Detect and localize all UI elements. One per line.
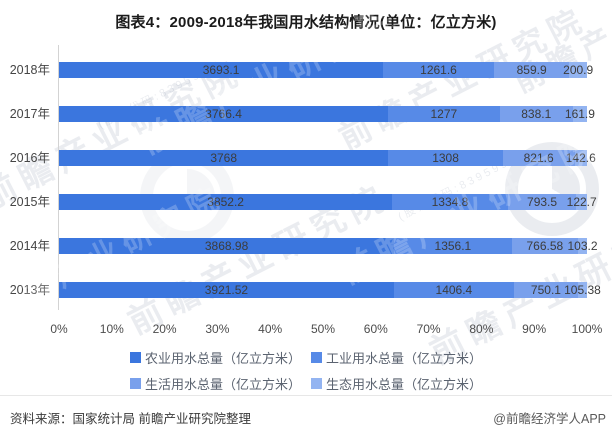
bar-value-label: 1308 [432, 151, 459, 165]
bar-value-label: 1334.8 [431, 195, 469, 209]
bar-segment: 838.1 [499, 106, 573, 122]
bar-segment: 105.38 [564, 282, 601, 298]
legend-item: 工业用水总量（亿立方米） [311, 348, 482, 367]
bar-value-label: 122.7 [566, 195, 597, 209]
bar-row-2014年: 3868.98 1356.1 766.58 103.2 [59, 238, 598, 254]
legend-label: 生活用水总量（亿立方米） [144, 376, 301, 392]
bar-value-label: 3693.1 [202, 63, 240, 77]
bar-segment: 1261.6 [383, 62, 494, 78]
legend-label: 农业用水总量（亿立方米） [144, 350, 301, 366]
bar-segment: 859.9 [493, 62, 570, 78]
bar-segment: 200.9 [563, 62, 593, 78]
bar-row-2017年: 3766.4 1277 838.1 161.9 [59, 106, 595, 122]
bar-segment: 766.58 [511, 238, 579, 254]
legend-swatch-icon [129, 351, 141, 363]
bar-segment: 161.9 [565, 106, 595, 122]
legend: 农业用水总量（亿立方米） 工业用水总量（亿立方米） 生活用水总量（亿立方米） 生态用… [0, 344, 612, 396]
x-axis-tick: 100% [571, 322, 603, 336]
footer: 资料来源：国家统计局 前瞻产业研究院整理 @前瞻经济学人APP [0, 395, 612, 438]
y-axis-label: 2018年 [9, 63, 50, 77]
x-axis-tick: 10% [99, 322, 124, 336]
y-axis-label: 2016年 [9, 151, 50, 165]
legend-label: 工业用水总量（亿立方米） [326, 350, 483, 366]
y-axis-label: 2013年 [9, 283, 50, 297]
bar-value-label: 838.1 [521, 107, 552, 121]
bar-segment: 1356.1 [394, 238, 512, 254]
bar-value-label: 3852.2 [207, 195, 244, 209]
y-axis-label: 2015年 [9, 195, 50, 209]
bar-value-label: 3868.98 [204, 239, 249, 253]
bar-segment: 1406.4 [393, 282, 514, 298]
legend-row: 生活用水总量（亿立方米） 生态用水总量（亿立方米） [0, 370, 612, 396]
bar-row-2015年: 3852.2 1334.8 793.5 122.7 [59, 194, 597, 210]
legend-label: 生态用水总量（亿立方米） [326, 376, 483, 392]
bar-value-label: 161.9 [564, 107, 595, 121]
y-axis-line [58, 45, 59, 310]
bar-value-label: 1277 [430, 107, 458, 121]
bar-value-label: 3766.4 [205, 107, 242, 121]
legend-item: 农业用水总量（亿立方米） [129, 348, 301, 367]
credit-link[interactable]: @前瞻经济学人APP [493, 412, 606, 426]
bar-value-label: 750.1 [530, 283, 561, 297]
bar-value-label: 1356.1 [434, 239, 472, 253]
x-axis-tick: 0% [50, 322, 68, 336]
legend-swatch-icon [129, 377, 141, 389]
x-axis-tick: 40% [258, 322, 283, 336]
x-axis-tick: 50% [310, 322, 336, 336]
bar-row-2018年: 3693.1 1261.6 859.9 200.9 [59, 62, 593, 78]
x-axis-tick: 90% [522, 322, 547, 336]
bar-row-2013年: 3921.52 1406.4 750.1 105.38 [59, 282, 601, 298]
legend-row: 农业用水总量（亿立方米） 工业用水总量（亿立方米） [0, 344, 612, 370]
legend-item: 生态用水总量（亿立方米） [311, 374, 482, 393]
bar-segment: 3693.1 [59, 62, 384, 78]
bar-segment: 3766.4 [59, 106, 389, 122]
bar-value-label: 200.9 [563, 63, 594, 77]
bar-segment: 821.6 [502, 150, 575, 166]
bar-segment: 3921.52 [59, 282, 394, 298]
bar-segment: 750.1 [513, 282, 578, 298]
bar-value-label: 793.5 [527, 195, 558, 209]
x-axis-tick: 30% [205, 322, 230, 336]
bar-value-label: 142.6 [565, 151, 596, 165]
bar-value-label: 105.38 [564, 283, 601, 297]
legend-swatch-icon [311, 377, 322, 389]
x-axis-tick: 80% [469, 322, 494, 336]
bar-segment: 3768 [59, 150, 389, 166]
x-axis-tick: 70% [416, 322, 441, 336]
bar-segment: 3868.98 [59, 238, 395, 254]
bar-value-label: 1406.4 [435, 283, 473, 297]
bar-value-label: 103.2 [567, 239, 598, 253]
bar-value-label: 3921.52 [204, 283, 249, 297]
y-axis-label: 2014年 [9, 239, 50, 253]
bar-segment: 122.7 [567, 194, 597, 210]
bar-segment: 793.5 [507, 194, 577, 210]
bar-value-label: 859.9 [516, 63, 547, 77]
bar-segment: 103.2 [567, 238, 598, 254]
bar-segment: 142.6 [566, 150, 596, 166]
plot-area: 3693.1 1261.6 859.9 200.9 3766.4 1277 838.1 161… [59, 45, 601, 310]
source-text: 资料来源：国家统计局 前瞻产业研究院整理 [10, 412, 251, 426]
y-axis-label: 2017年 [9, 107, 50, 121]
legend-item: 生活用水总量（亿立方米） [129, 374, 301, 393]
legend-swatch-icon [311, 351, 322, 363]
bar-value-label: 1261.6 [420, 63, 457, 77]
bar-value-label: 821.6 [523, 151, 554, 165]
bar-segment: 1308 [388, 150, 503, 166]
bar-row-2016年: 3768 1308 821.6 142.6 [59, 150, 596, 166]
bar-segment: 3852.2 [59, 194, 393, 210]
chart-title: 图表4：2009-2018年我国用水结构情况(单位：亿立方米) [115, 14, 497, 31]
x-axis-tick: 60% [363, 322, 388, 336]
bar-segment: 1277 [388, 106, 500, 122]
x-axis-tick: 20% [152, 322, 177, 336]
bar-segment: 1334.8 [392, 194, 508, 210]
bar-value-label: 3768 [210, 151, 238, 165]
bar-value-label: 766.58 [526, 239, 564, 253]
